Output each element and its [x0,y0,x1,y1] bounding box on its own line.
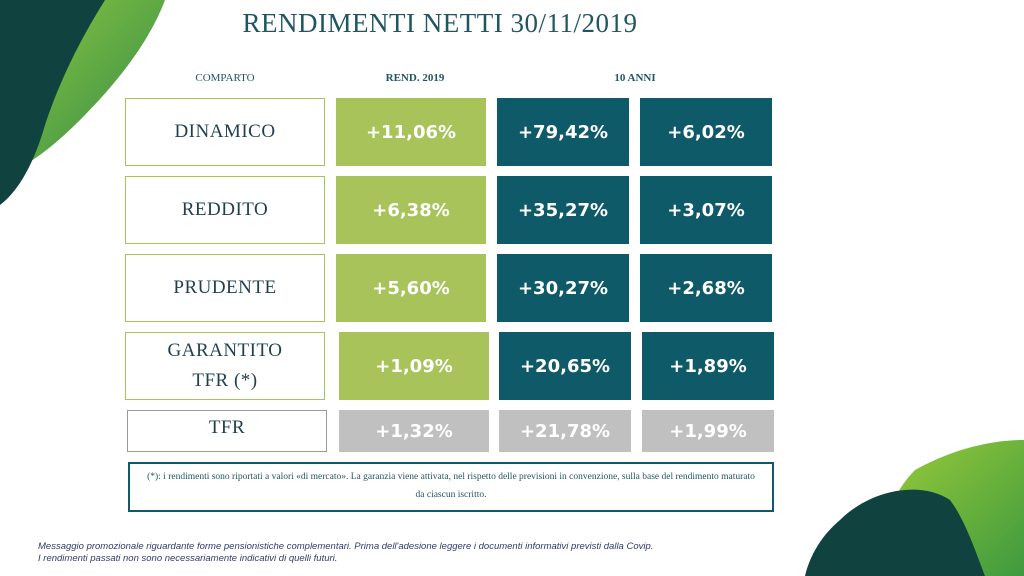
footnote-box: (*): i rendimenti sono riportati a valor… [128,462,774,512]
row-rend-tfr: +1,32% [339,410,489,452]
row-name-prudente: PRUDENTE [125,254,325,322]
bottom-right-dark-shape [805,489,985,576]
row-rend-reddito: +6,38% [336,176,486,244]
page-title: RENDIMENTI NETTI 30/11/2019 [242,8,638,38]
top-left-dark-shape [0,0,105,205]
row-name-garantito-tfr: GARANTITO TFR (*) [125,332,325,400]
row-name-dinamico: DINAMICO [125,98,325,166]
row-rend-dinamico: +11,06% [336,98,486,166]
row-name-tfr: TFR [127,410,327,452]
row-10y-ann-dinamico: +6,02% [640,98,772,166]
row-10y-cum-reddito: +35,27% [497,176,629,244]
row-10y-cum-prudente: +30,27% [497,254,629,322]
header-rend-2019: REND. 2019 [385,72,445,84]
row-10y-ann-tfr: +1,99% [642,410,774,452]
row-10y-ann-reddito: +3,07% [640,176,772,244]
header-comparto: COMPARTO [195,72,255,84]
row-10y-cum-dinamico: +79,42% [497,98,629,166]
row-rend-garantito-tfr: +1,09% [339,332,489,400]
row-10y-ann-prudente: +2,68% [640,254,772,322]
disclaimer-line-2: I rendimenti passati non sono necessaria… [38,553,338,564]
row-10y-ann-garantito-tfr: +1,89% [642,332,774,400]
footnote-text: (*): i rendimenti sono riportati a valor… [147,472,755,500]
disclaimer-line-1: Messaggio promozionale riguardante forme… [38,541,654,552]
header-10-anni: 10 ANNI [614,72,656,84]
disclaimer: Messaggio promozionale riguardante forme… [38,541,798,565]
row-10y-cum-garantito-tfr: +20,65% [499,332,631,400]
row-10y-cum-tfr: +21,78% [499,410,631,452]
row-name-reddito: REDDITO [125,176,325,244]
row-rend-prudente: +5,60% [336,254,486,322]
